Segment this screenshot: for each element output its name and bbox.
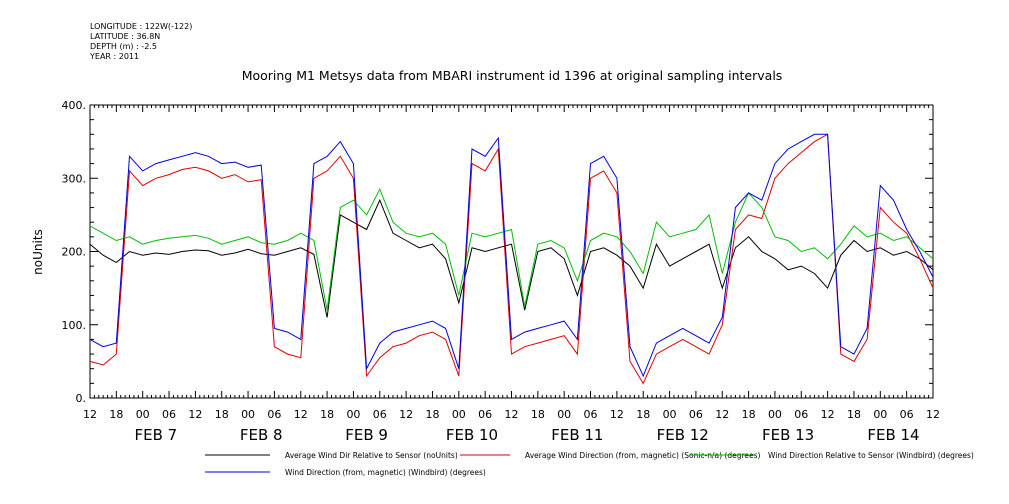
x-tick-label: 18 bbox=[742, 408, 756, 421]
y-axis-label: noUnits bbox=[31, 229, 45, 275]
x-tick-label: 06 bbox=[478, 408, 492, 421]
x-tick-label: 18 bbox=[531, 408, 545, 421]
y-tick-label: 0. bbox=[76, 392, 87, 405]
y-tick-label: 400. bbox=[62, 99, 87, 112]
x-tick-label: 06 bbox=[162, 408, 176, 421]
latitude-text: LATITUDE : 36.8N bbox=[90, 32, 161, 41]
chart-title: Mooring M1 Metsys data from MBARI instru… bbox=[242, 68, 783, 83]
x-tick-label: 00 bbox=[768, 408, 782, 421]
x-tick-label: 12 bbox=[399, 408, 413, 421]
legend-label: Average Wind Dir Relative to Sensor (noU… bbox=[285, 451, 458, 460]
x-tick-label: 06 bbox=[267, 408, 281, 421]
x-tick-label: 12 bbox=[294, 408, 308, 421]
x-day-label: FEB 11 bbox=[551, 426, 603, 444]
series-line-4 bbox=[89, 133, 934, 378]
x-axis: 12 18 00 06 12 18 00 06 12 18 00 06 12 18 00 06 12 18 00 06… bbox=[83, 105, 940, 444]
x-tick-label: 12 bbox=[715, 408, 729, 421]
y-tick-label: 300. bbox=[62, 172, 87, 185]
x-tick-label: 12 bbox=[83, 408, 97, 421]
x-day-label: FEB 14 bbox=[867, 426, 919, 444]
x-tick-label: 12 bbox=[926, 408, 940, 421]
x-tick-label: 00 bbox=[663, 408, 677, 421]
year-text: YEAR : 2011 bbox=[90, 52, 140, 61]
legend-label: Wind Direction Relative to Sensor (Windb… bbox=[768, 451, 974, 460]
x-tick-label: 12 bbox=[505, 408, 519, 421]
legend: Average Wind Dir Relative to Sensor (noU… bbox=[205, 451, 974, 477]
x-tick-label: 06 bbox=[900, 408, 914, 421]
x-tick-label: 06 bbox=[584, 408, 598, 421]
x-tick-label: 00 bbox=[241, 408, 255, 421]
metadata-block: LONGITUDE : 122W(-122) LATITUDE : 36.8N … bbox=[90, 22, 192, 62]
x-day-label: FEB 9 bbox=[345, 426, 388, 444]
x-tick-label: 06 bbox=[689, 408, 703, 421]
legend-label: Average Wind Direction (from, magnetic) … bbox=[525, 451, 761, 460]
x-tick-label: 18 bbox=[320, 408, 334, 421]
x-tick-label: 00 bbox=[136, 408, 150, 421]
y-tick-label: 200. bbox=[62, 246, 87, 259]
series-line-1 bbox=[89, 198, 934, 318]
x-tick-label: 00 bbox=[557, 408, 571, 421]
x-tick-label: 12 bbox=[188, 408, 202, 421]
x-tick-label: 18 bbox=[636, 408, 650, 421]
series-layer bbox=[89, 133, 934, 385]
x-day-label: FEB 13 bbox=[762, 426, 814, 444]
series-line-3 bbox=[89, 187, 934, 311]
x-tick-label: 18 bbox=[847, 408, 861, 421]
x-tick-label: 12 bbox=[821, 408, 835, 421]
depth-text: DEPTH (m) : -2.5 bbox=[90, 42, 157, 51]
x-day-label: FEB 10 bbox=[446, 426, 498, 444]
x-tick-label: 12 bbox=[610, 408, 624, 421]
x-tick-label: 00 bbox=[873, 408, 887, 421]
longitude-text: LONGITUDE : 122W(-122) bbox=[90, 22, 193, 31]
x-tick-label: 00 bbox=[452, 408, 466, 421]
series-line-2 bbox=[89, 133, 934, 385]
x-tick-label: 18 bbox=[215, 408, 229, 421]
y-axis: 0. 100. 200. 300. 400. bbox=[62, 99, 933, 405]
x-day-label: FEB 7 bbox=[135, 426, 178, 444]
x-tick-label: 06 bbox=[373, 408, 387, 421]
x-tick-label: 18 bbox=[109, 408, 123, 421]
x-day-label: FEB 8 bbox=[240, 426, 283, 444]
x-tick-label: 18 bbox=[425, 408, 439, 421]
x-day-label: FEB 12 bbox=[657, 426, 709, 444]
y-tick-label: 100. bbox=[62, 319, 87, 332]
x-tick-label: 00 bbox=[346, 408, 360, 421]
x-tick-label: 06 bbox=[794, 408, 808, 421]
legend-label: Wind Direction (from, magnetic) (Windbir… bbox=[285, 468, 486, 477]
